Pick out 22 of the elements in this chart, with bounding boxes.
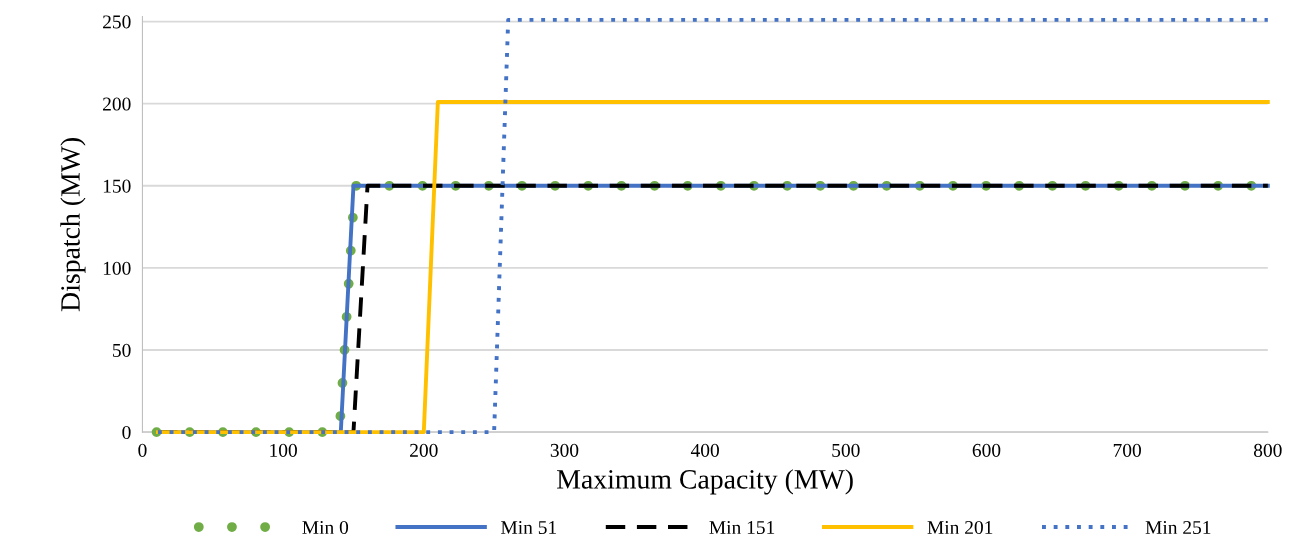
x-axis-title: Maximum Capacity (MW) [557,469,853,495]
x-tick-label: 800 [1253,443,1282,457]
y-tick-label: 200 [103,97,131,111]
x-tick-label: 700 [1113,443,1141,457]
y-tick-label: 0 [122,425,131,440]
legend-label: Min 201 [927,520,993,535]
x-tick-label: 200 [410,443,438,457]
y-tick-label: 100 [103,261,131,275]
y-tick-label: 250 [103,15,131,29]
y-tick-label: 50 [113,343,131,357]
x-tick-label: 0 [138,443,147,457]
x-tick-label: 600 [972,443,1001,457]
y-tick-label: 150 [103,179,131,193]
x-tick-label: 300 [550,443,579,457]
x-tick-label: 400 [690,443,719,457]
legend-label: Min 0 [302,520,349,535]
legend-label: Min 151 [709,520,775,535]
legend-label: Min 251 [1145,520,1211,535]
legend-label: Min 51 [501,520,557,535]
x-tick-label: 500 [832,443,860,457]
y-axis-title: Dispatch (MW) [60,138,86,312]
x-tick-label: 100 [270,443,297,457]
